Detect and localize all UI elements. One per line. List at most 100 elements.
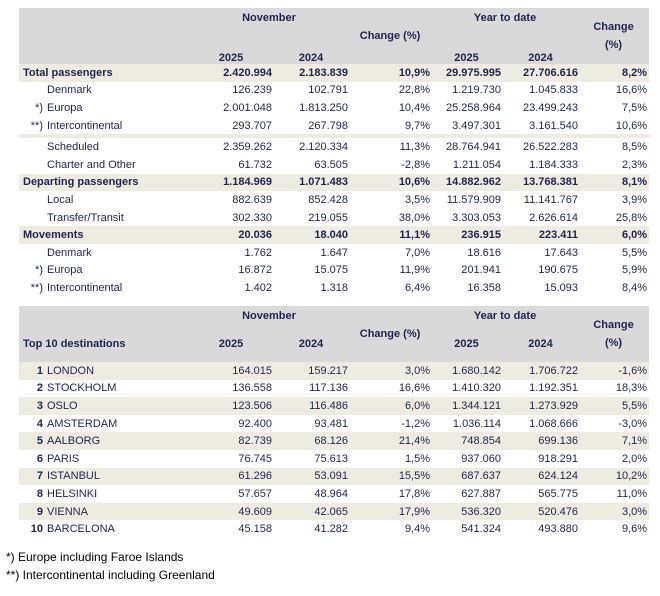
cell-value: 68.126 bbox=[274, 432, 351, 450]
cell-value: 852.428 bbox=[308, 193, 349, 206]
header-ytd-2024: 2024 bbox=[503, 28, 581, 64]
cell-value: 9,7% bbox=[404, 119, 431, 132]
cell-value: 15.093 bbox=[544, 281, 579, 294]
table-row: Charter and Other 61.732 63.505 -2,8% 1.211.… bbox=[19, 156, 649, 174]
destination-label: 2 STOCKHOLM bbox=[36, 382, 117, 395]
passenger-statistics-table: November Change (%) Year to date Change (%) … bbox=[19, 8, 650, 297]
cell-value: 25,8% bbox=[615, 211, 648, 224]
cell-value: 123.506 bbox=[190, 397, 274, 415]
cell-value: 1,5% bbox=[404, 452, 431, 465]
table-row: 8 HELSINKI 57.657 48.964 17,8% 627.887 565.775… bbox=[19, 485, 649, 503]
table-title: Top 10 destinations bbox=[19, 326, 190, 362]
cell-value: 17.643 bbox=[544, 246, 579, 259]
cell-value: 1.680.142 bbox=[432, 362, 504, 380]
cell-value: 5,5% bbox=[621, 246, 648, 259]
cell-value: 1.402 bbox=[244, 281, 272, 294]
divider bbox=[19, 134, 650, 139]
cell-value: 8,5% bbox=[621, 141, 648, 154]
table-row: 3 OSLO 123.506 116.486 6,0% 1.344.121 1.273.92… bbox=[19, 397, 650, 415]
cell-value: 2.359.262 bbox=[223, 141, 272, 154]
row-label: *) Europa bbox=[19, 99, 190, 117]
cell-value: 3.161.540 bbox=[529, 119, 579, 132]
row-label: **) Intercontinental bbox=[19, 279, 190, 297]
table-row: 6 PARIS 76.745 75.613 1,5% 937.060 918.291 2,0% bbox=[19, 450, 649, 468]
cell-value: 748.854 bbox=[432, 432, 504, 450]
cell-value: 1.647 bbox=[320, 246, 349, 259]
cell-value: 5,5% bbox=[580, 397, 650, 415]
cell-value: 82.739 bbox=[190, 432, 274, 450]
header-2025: 2025 bbox=[190, 326, 274, 362]
table-row: 1 LONDON 164.015 159.217 3,0% 1.680.142 1.706.… bbox=[19, 362, 650, 380]
cell-value: 49.609 bbox=[190, 502, 274, 521]
cell-value: 11,0% bbox=[616, 487, 648, 500]
row-label: Scheduled bbox=[47, 141, 99, 154]
cell-value: 159.217 bbox=[274, 362, 351, 380]
cell-value: 11,1% bbox=[350, 226, 433, 244]
cell-value: 136.558 bbox=[232, 382, 272, 395]
cell-value: 2,0% bbox=[621, 452, 648, 465]
cell-value: 1.192.351 bbox=[529, 382, 579, 395]
table-row: Scheduled 2.359.262 2.120.334 11,3% 28.764.9… bbox=[19, 138, 649, 156]
cell-value: 10,2% bbox=[580, 467, 650, 486]
cell-value: 61.732 bbox=[238, 158, 272, 171]
cell-value: 11,3% bbox=[399, 141, 431, 154]
cell-value: 63.505 bbox=[314, 158, 349, 171]
cell-value: 18.040 bbox=[274, 226, 351, 244]
cell-value: 1.184.969 bbox=[190, 173, 274, 192]
cell-value: 15,5% bbox=[350, 467, 433, 486]
cell-value: 3.303.053 bbox=[452, 211, 502, 224]
cell-value: -2,8% bbox=[401, 158, 431, 171]
table-row: 5 AALBORG 82.739 68.126 21,4% 748.854 699.136 7… bbox=[19, 432, 650, 450]
cell-value: 75.613 bbox=[314, 452, 349, 465]
cell-value: 937.060 bbox=[461, 452, 502, 465]
cell-value: 541.324 bbox=[461, 523, 502, 536]
cell-value: 42.065 bbox=[274, 502, 351, 521]
row-label: Departing passengers bbox=[19, 173, 190, 192]
header-ytd-2025: 2025 bbox=[432, 28, 504, 64]
cell-value: 10,9% bbox=[350, 64, 433, 82]
cell-value: 1.036.114 bbox=[452, 417, 502, 430]
cell-value: 1.762 bbox=[244, 246, 272, 259]
header-november: November bbox=[190, 8, 351, 28]
header-ytd-2024: 2024 bbox=[503, 326, 581, 362]
cell-value: 126.239 bbox=[232, 84, 272, 97]
destination-label: 7 ISTANBUL bbox=[19, 467, 190, 486]
cell-value: 116.486 bbox=[274, 397, 351, 415]
cell-value: 201.941 bbox=[461, 264, 502, 277]
row-label: Movements bbox=[19, 226, 190, 244]
cell-value: 699.136 bbox=[503, 432, 581, 450]
cell-value: 18,3% bbox=[615, 382, 648, 395]
header-ytd-2025: 2025 bbox=[432, 326, 504, 362]
cell-value: 1.219.730 bbox=[452, 84, 502, 97]
table-row: 4 AMSTERDAM 92.400 93.481 -1,2% 1.036.114 1.06… bbox=[19, 415, 649, 433]
header-change: Change (%) bbox=[350, 8, 433, 64]
cell-value: 624.124 bbox=[503, 467, 581, 486]
cell-value: 3,0% bbox=[350, 362, 433, 380]
table-row: Total passengers 2.420.994 2.183.839 10,9% 2… bbox=[19, 64, 650, 82]
cell-value: 918.291 bbox=[538, 452, 579, 465]
table-row: *) Europa 2.001.048 1.813.250 10,4% 25.258.96… bbox=[19, 99, 649, 117]
cell-value: 45.158 bbox=[238, 523, 272, 536]
destination-label: 8 HELSINKI bbox=[36, 487, 98, 500]
cell-value: -1,2% bbox=[401, 417, 431, 430]
cell-value: 22,8% bbox=[398, 84, 431, 97]
cell-value: 1.068.666 bbox=[529, 417, 579, 430]
header-ytd-change: Change (%) bbox=[580, 306, 650, 362]
cell-value: 18.616 bbox=[467, 246, 502, 259]
cell-value: 627.887 bbox=[461, 487, 502, 500]
cell-value: 57.657 bbox=[238, 487, 272, 500]
cell-value: 10,4% bbox=[398, 101, 431, 114]
cell-value: 293.707 bbox=[232, 119, 272, 132]
cell-value: 9,6% bbox=[621, 523, 648, 536]
cell-value: 3,0% bbox=[580, 502, 650, 521]
cell-value: 8,1% bbox=[580, 173, 650, 192]
cell-value: 28.764.941 bbox=[445, 141, 502, 154]
destination-label: 10 BARCELONA bbox=[30, 523, 115, 536]
cell-value: 17,9% bbox=[350, 502, 433, 521]
footnote-marker: *) bbox=[35, 101, 43, 114]
cell-value: 11.141.767 bbox=[523, 193, 579, 206]
cell-value: 223.411 bbox=[503, 226, 581, 244]
footnote-marker: *) bbox=[35, 264, 43, 277]
cell-value: 17,8% bbox=[398, 487, 431, 500]
row-label: Transfer/Transit bbox=[47, 211, 124, 224]
